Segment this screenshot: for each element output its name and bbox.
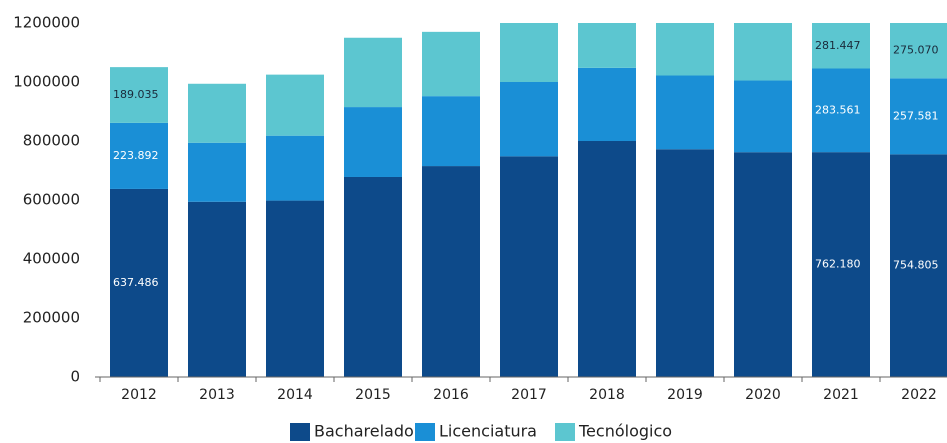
data-label: 281.447 [815,39,861,52]
bar-segment [188,142,246,202]
bar-segment [890,23,947,79]
bar-segment [110,122,168,189]
x-tick-label: 2013 [199,387,235,403]
bar-segment [578,23,636,68]
bar-segment [656,23,714,76]
legend-swatch [555,423,575,441]
bar-segment [266,74,324,136]
bar-segment [578,141,636,377]
bar-segment [812,23,870,69]
data-label: 275.070 [893,44,939,57]
x-tick-label: 2016 [433,387,469,403]
bar-segment [500,23,558,82]
x-tick-label: 2017 [511,387,547,403]
bar-segment [656,75,714,150]
bar-segment [656,149,714,377]
bar-segment [110,188,168,377]
bar-segment [734,152,792,377]
bar-segment [578,67,636,141]
bar-segment [422,31,480,97]
data-label: 637.486 [113,276,159,289]
legend-label: Bacharelado [314,422,414,441]
x-tick-label: 2018 [589,387,625,403]
x-tick-label: 2021 [823,387,859,403]
x-tick-label: 2020 [745,387,781,403]
y-tick-label: 1200000 [13,14,80,32]
legend-label: Licenciatura [439,422,537,441]
y-tick-label: 600000 [23,191,80,209]
bar-segment [344,176,402,377]
bar-segment [266,200,324,377]
x-tick-label: 2014 [277,387,313,403]
legend-label: Tecnólogico [578,422,672,441]
y-tick-label: 200000 [23,309,80,327]
bar-segment [734,80,792,153]
data-label: 283.561 [815,103,861,116]
bar-segment [890,78,947,155]
data-label: 754.805 [893,259,939,272]
bar-segment [422,96,480,167]
bar-segment [734,23,792,81]
bar-segment [500,82,558,157]
y-tick-label: 400000 [23,250,80,268]
x-tick-label: 2019 [667,387,703,403]
bar-segment [266,135,324,201]
legend-swatch [290,423,310,441]
legend-swatch [415,423,435,441]
bar-segment [500,156,558,377]
bar-segment [812,152,870,377]
x-tick-label: 2015 [355,387,391,403]
y-tick-label: 800000 [23,132,80,150]
bar-segment [110,67,168,123]
bar-segment [890,154,947,377]
bar-segment [344,107,402,177]
data-label: 762.180 [815,258,861,271]
data-label: 223.892 [113,149,159,162]
bar-segment [812,68,870,153]
bar-segment [188,83,246,143]
bar-segment [188,201,246,377]
data-label: 189.035 [113,88,159,101]
bar-segment [344,37,402,108]
bar-segment [422,166,480,377]
x-tick-label: 2022 [901,387,937,403]
data-label: 257.581 [893,109,939,122]
x-tick-label: 2012 [121,387,157,403]
y-tick-label: 1000000 [13,73,80,91]
plot-area [110,23,947,377]
y-tick-label: 0 [70,368,80,386]
